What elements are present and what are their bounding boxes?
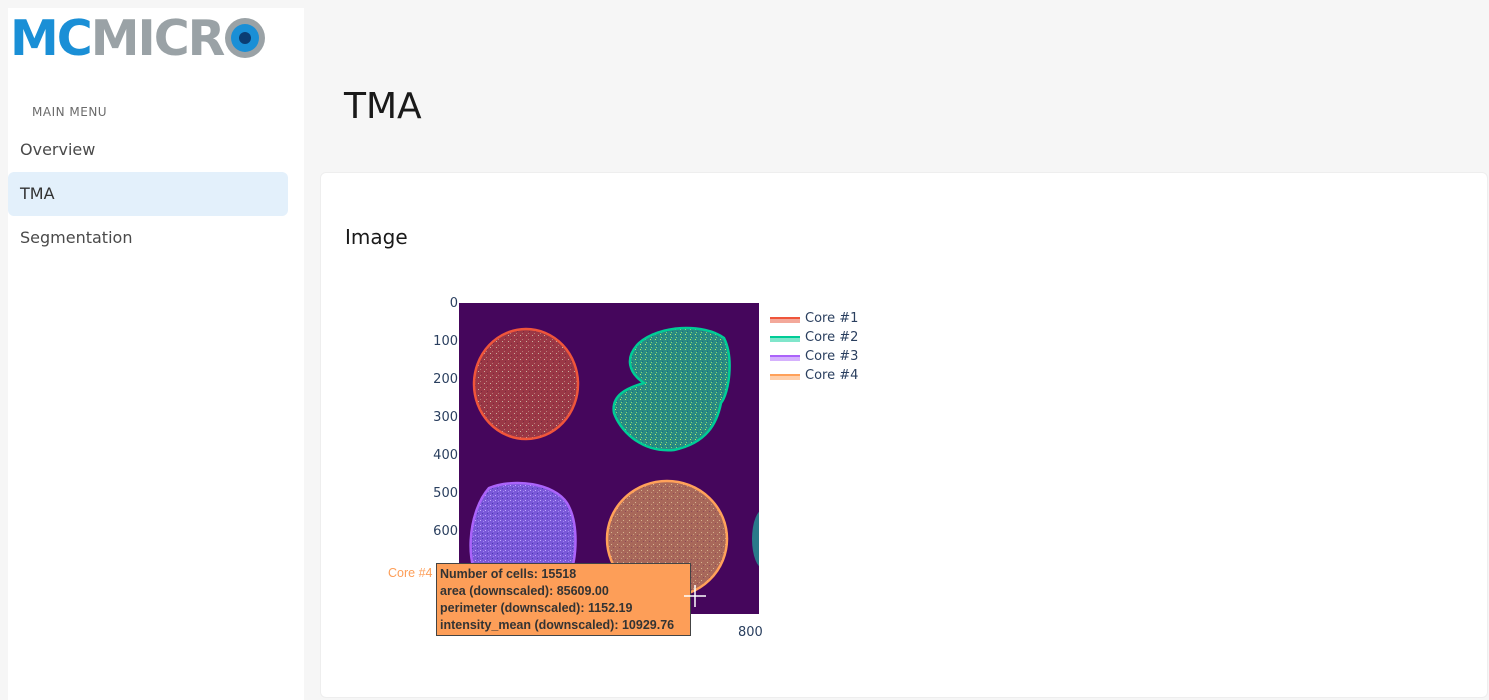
tooltip-line-area: area (downscaled): 85609.00	[440, 584, 609, 598]
logo-eye-icon	[225, 18, 266, 58]
legend-swatch-core-1	[770, 317, 800, 323]
tooltip-line-intensity: intensity_mean (downscaled): 10929.76	[440, 618, 675, 632]
y-tick-0: 0	[449, 296, 458, 311]
legend-label-core-3: Core #3	[805, 349, 859, 364]
sidebar-item-tma[interactable]: TMA	[8, 172, 288, 216]
y-tick-600: 600	[433, 524, 458, 539]
page-title: TMA	[344, 86, 422, 127]
sidebar: MCMICR MAIN MENU Overview TMA Segmentati…	[8, 8, 304, 700]
legend-label-core-4: Core #4	[805, 368, 859, 383]
y-tick-400: 400	[433, 448, 458, 463]
y-tick-300: 300	[433, 410, 458, 425]
x-tick-800: 800	[738, 625, 763, 640]
main-menu-heading: MAIN MENU	[32, 105, 108, 119]
tooltip-line-perimeter: perimeter (downscaled): 1152.19	[440, 601, 633, 615]
core-1-region	[472, 327, 580, 441]
legend-label-core-1: Core #1	[805, 311, 859, 326]
logo-text-micr: MICR	[90, 10, 226, 67]
y-tick-200: 200	[433, 372, 458, 387]
logo-text-mc: MC	[10, 10, 93, 67]
core-2-region	[612, 326, 731, 452]
hover-tooltip: Number of cells: 15518 area (downscaled)…	[436, 563, 691, 636]
mcmicro-logo[interactable]: MCMICR	[10, 14, 284, 64]
legend-swatch-core-2	[770, 336, 800, 342]
legend-swatch-core-3	[770, 355, 800, 361]
y-tick-500: 500	[433, 486, 458, 501]
sidebar-item-segmentation[interactable]: Segmentation	[20, 228, 133, 247]
sidebar-item-overview[interactable]: Overview	[20, 140, 96, 159]
legend-label-core-2: Core #2	[805, 330, 859, 345]
edge-core-sliver	[752, 511, 759, 567]
card-title: Image	[345, 225, 408, 249]
y-tick-100: 100	[433, 334, 458, 349]
tooltip-line-cells: Number of cells: 15518	[440, 567, 577, 581]
legend-swatch-core-4	[770, 374, 800, 380]
tooltip-trace-name: Core #4	[388, 566, 433, 580]
crosshair-cursor-icon	[684, 585, 706, 607]
